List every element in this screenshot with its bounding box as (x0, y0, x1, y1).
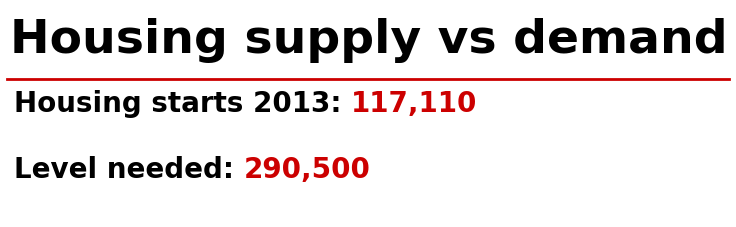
Text: 290,500: 290,500 (244, 155, 370, 183)
Text: Housing supply vs demand: Housing supply vs demand (10, 18, 728, 63)
Text: 117,110: 117,110 (351, 90, 478, 118)
Text: Housing starts 2013:: Housing starts 2013: (14, 90, 351, 118)
Text: Level needed:: Level needed: (14, 155, 244, 183)
